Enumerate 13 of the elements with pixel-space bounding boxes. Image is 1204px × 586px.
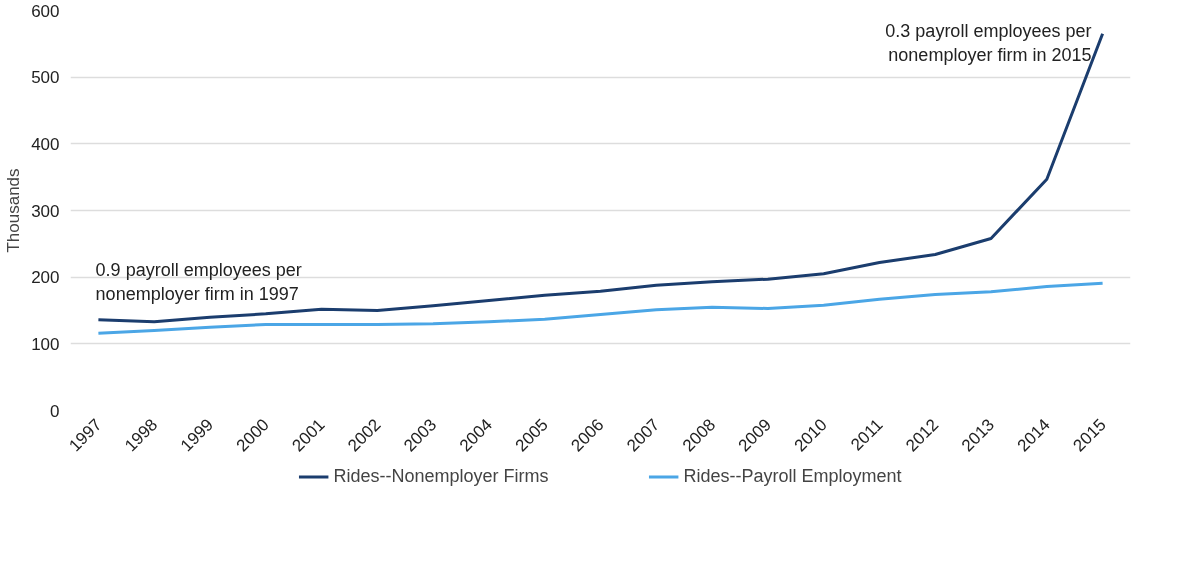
y-tick-label: 400 [31,134,60,154]
y-axis-title: Thousands [4,168,24,253]
y-tick-label: 100 [31,334,60,354]
y-tick-label: 0 [50,401,60,421]
y-tick-label: 300 [31,201,60,221]
legend-label: Rides--Nonemployer Firms [333,465,549,487]
y-tick-label: 600 [31,1,60,21]
y-tick-label: 200 [31,268,60,288]
line-series [96,281,1105,335]
y-tick-label: 500 [31,68,60,88]
legend-label: Rides--Payroll Employment [683,465,902,487]
annotation: 0.3 payroll employees per nonemployer firm in 2015 [885,20,1092,65]
annotation: 0.9 payroll employees per nonemployer firm in 1997 [95,259,302,304]
